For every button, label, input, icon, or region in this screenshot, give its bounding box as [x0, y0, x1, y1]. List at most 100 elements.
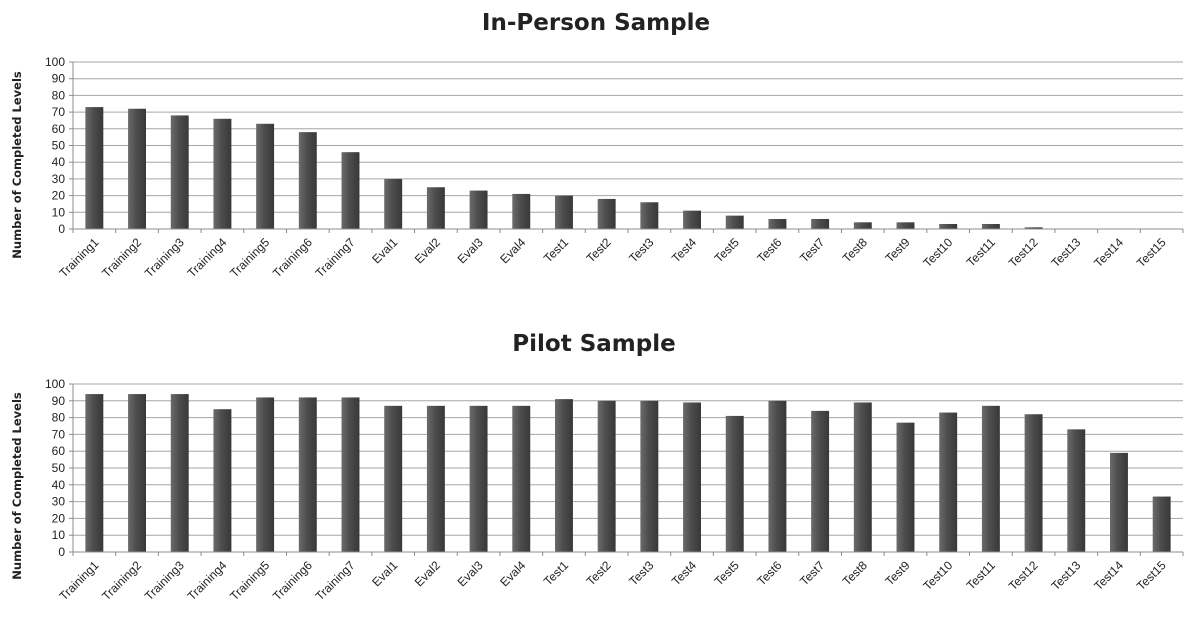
y-tick-label: 80	[52, 88, 66, 102]
y-tick-label: 70	[52, 105, 66, 119]
x-tick-label: Eval2	[412, 235, 443, 266]
bar-test11	[981, 405, 1000, 552]
bar-test9	[896, 222, 915, 229]
x-tick-label: Training1	[57, 235, 102, 280]
y-tick-label: 80	[52, 411, 66, 425]
bar-test12	[1024, 414, 1043, 552]
bar-eval4	[512, 193, 531, 229]
y-tick-label: 0	[58, 545, 65, 559]
x-tick-label: Test14	[1091, 558, 1126, 593]
y-tick-label: 30	[52, 495, 66, 509]
x-tick-label: Training7	[313, 558, 358, 603]
bar-test11	[981, 223, 1000, 229]
x-tick-label: Test7	[797, 235, 827, 265]
bar-training4	[213, 118, 232, 229]
bar-test1	[555, 399, 573, 552]
y-tick-label: 70	[52, 427, 66, 441]
bar-eval1	[384, 178, 403, 229]
bar-test4	[683, 210, 701, 229]
x-tick-label: Training3	[142, 235, 187, 280]
x-tick-label: Eval3	[455, 235, 486, 266]
bar-training7	[341, 152, 360, 229]
bar-training5	[256, 123, 275, 229]
bar-test10	[939, 223, 958, 229]
x-tick-label: Test15	[1134, 235, 1169, 270]
x-tick-label: Test10	[920, 235, 955, 270]
bar-training7	[341, 397, 360, 552]
x-tick-label: Eval4	[497, 235, 528, 266]
chart-pilot: Pilot Sample Number of Completed Levels …	[10, 331, 1184, 603]
y-tick-label: 100	[45, 377, 65, 391]
bar-test5	[725, 215, 744, 229]
x-tick-label: Test3	[626, 558, 656, 588]
x-tick-label: Test4	[669, 558, 699, 588]
bar-eval3	[469, 190, 488, 229]
bar-training3	[170, 394, 189, 552]
bar-test9	[896, 422, 915, 552]
x-tick-label: Eval4	[497, 558, 528, 589]
bar-eval1	[384, 405, 403, 552]
bar-test15	[1152, 496, 1171, 552]
y-tick-label: 100	[45, 55, 65, 69]
x-tick-label: Training5	[227, 235, 272, 280]
x-tick-label: Test1	[541, 558, 571, 588]
bar-training1	[85, 107, 104, 229]
bar-test5	[725, 415, 744, 552]
y-tick-label: 90	[52, 394, 66, 408]
x-tick-label: Eval1	[369, 235, 400, 266]
y-tick-label: 30	[52, 172, 66, 186]
bar-test6	[768, 400, 787, 552]
y-axis-label: Number of Completed Levels	[10, 392, 24, 580]
y-tick-label: 50	[52, 139, 66, 153]
x-tick-label: Test5	[712, 235, 742, 265]
y-tick-label: 20	[52, 511, 66, 525]
x-tick-label: Training6	[270, 558, 315, 603]
x-tick-label: Test13	[1048, 235, 1083, 270]
x-tick-label: Training1	[57, 558, 102, 603]
bar-test13	[1067, 429, 1086, 552]
y-tick-label: 60	[52, 444, 66, 458]
y-tick-label: 50	[52, 461, 66, 475]
bar-training3	[170, 115, 189, 229]
x-tick-label: Test6	[754, 558, 784, 588]
x-tick-label: Training6	[270, 235, 315, 280]
bar-test7	[811, 410, 830, 552]
bar-training1	[85, 394, 104, 552]
bar-test6	[768, 218, 787, 229]
y-axis-label: Number of Completed Levels	[10, 71, 24, 259]
bar-eval3	[469, 405, 488, 552]
bar-training4	[213, 409, 232, 552]
y-tick-label: 10	[52, 528, 66, 542]
bar-test7	[811, 218, 830, 229]
y-tick-label: 0	[58, 222, 65, 236]
x-tick-label: Eval1	[369, 558, 400, 589]
x-tick-label: Test2	[584, 558, 614, 588]
x-tick-label: Test15	[1134, 558, 1169, 593]
x-tick-label: Training4	[185, 558, 230, 603]
x-tick-label: Test4	[669, 235, 699, 265]
x-tick-label: Eval3	[455, 558, 486, 589]
x-tick-label: Training3	[142, 558, 187, 603]
bar-training5	[256, 397, 275, 552]
bar-test2	[597, 400, 616, 552]
x-tick-label: Test8	[840, 235, 870, 265]
bar-test3	[640, 202, 659, 229]
x-tick-label: Training2	[99, 558, 144, 603]
x-tick-label: Test2	[584, 235, 614, 265]
chart-title: In-Person Sample	[482, 10, 710, 36]
x-tick-label: Training7	[313, 235, 358, 280]
x-tick-label: Test9	[882, 558, 912, 588]
chart-in-person: In-Person Sample Number of Completed Lev…	[10, 10, 1184, 280]
x-tick-label: Test12	[1006, 558, 1041, 593]
x-tick-label: Test14	[1091, 235, 1126, 270]
bar-test2	[597, 198, 616, 229]
x-tick-label: Training5	[227, 558, 272, 603]
x-tick-label: Test7	[797, 558, 827, 588]
y-tick-label: 40	[52, 478, 66, 492]
x-tick-label: Test8	[840, 558, 870, 588]
x-tick-label: Training2	[99, 235, 144, 280]
bar-test3	[640, 400, 659, 552]
y-tick-label: 60	[52, 122, 66, 136]
bar-test10	[939, 412, 958, 552]
